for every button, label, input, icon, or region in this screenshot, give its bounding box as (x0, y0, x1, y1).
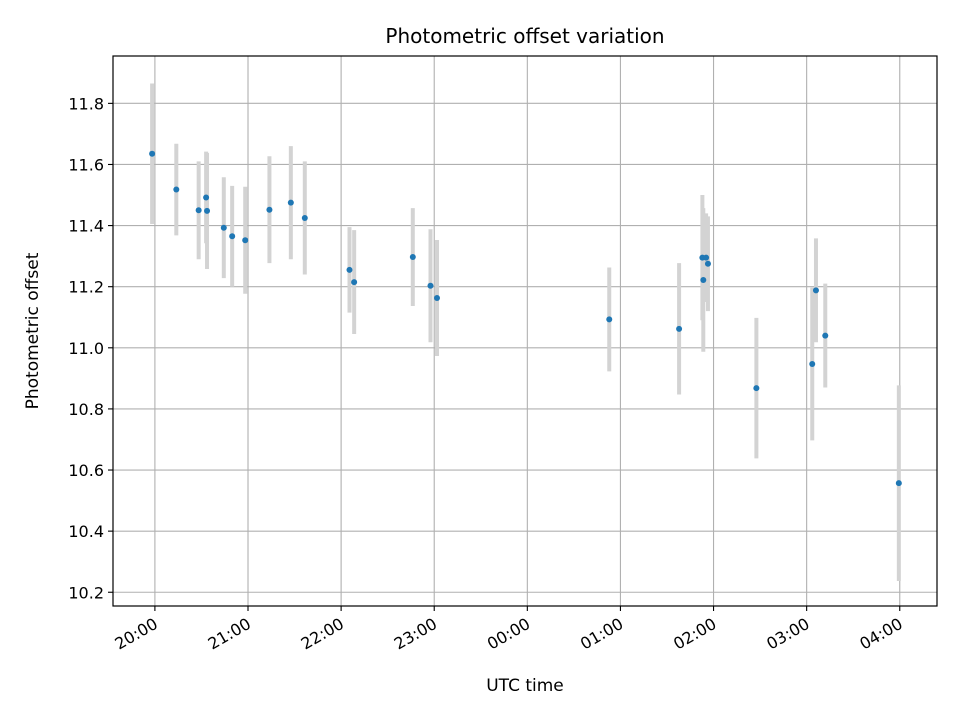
data-point (196, 207, 202, 213)
y-tick-label: 10.2 (68, 583, 104, 602)
data-point (606, 316, 612, 322)
data-point (427, 283, 433, 289)
x-axis-title: UTC time (486, 676, 564, 696)
data-point (410, 254, 416, 260)
chart: 20:00 21:00 22:00 23:00 00:00 01:00 02:00 03:00… (0, 0, 960, 720)
chart-title: Photometric offset variation (385, 24, 664, 48)
data-point (822, 333, 828, 339)
data-point (346, 267, 352, 273)
data-point (266, 207, 272, 213)
data-point (705, 261, 711, 267)
data-point (204, 208, 210, 214)
y-tick-label: 11.8 (68, 94, 104, 113)
y-tick-label: 10.4 (68, 522, 104, 541)
y-tick-label: 11.2 (68, 278, 104, 297)
y-tick-label: 10.8 (68, 400, 104, 419)
y-tick-label: 11.4 (68, 217, 104, 236)
y-axis-title: Photometric offset (23, 252, 43, 409)
data-point (229, 233, 235, 239)
data-point (149, 151, 155, 157)
y-tick-label: 10.6 (68, 461, 104, 480)
data-point (434, 295, 440, 301)
y-tick-label: 11.0 (68, 339, 104, 358)
data-point (896, 480, 902, 486)
data-point (221, 225, 227, 231)
data-point (700, 277, 706, 283)
y-tick-label: 11.6 (68, 155, 104, 174)
data-point (203, 194, 209, 200)
data-point (302, 215, 308, 221)
data-point (753, 385, 759, 391)
data-point (173, 187, 179, 193)
data-point (288, 200, 294, 206)
data-point (242, 237, 248, 243)
data-point (676, 326, 682, 332)
data-point (351, 279, 357, 285)
data-point (703, 255, 709, 261)
figure-background (0, 0, 960, 720)
data-point (809, 361, 815, 367)
data-point (813, 287, 819, 293)
